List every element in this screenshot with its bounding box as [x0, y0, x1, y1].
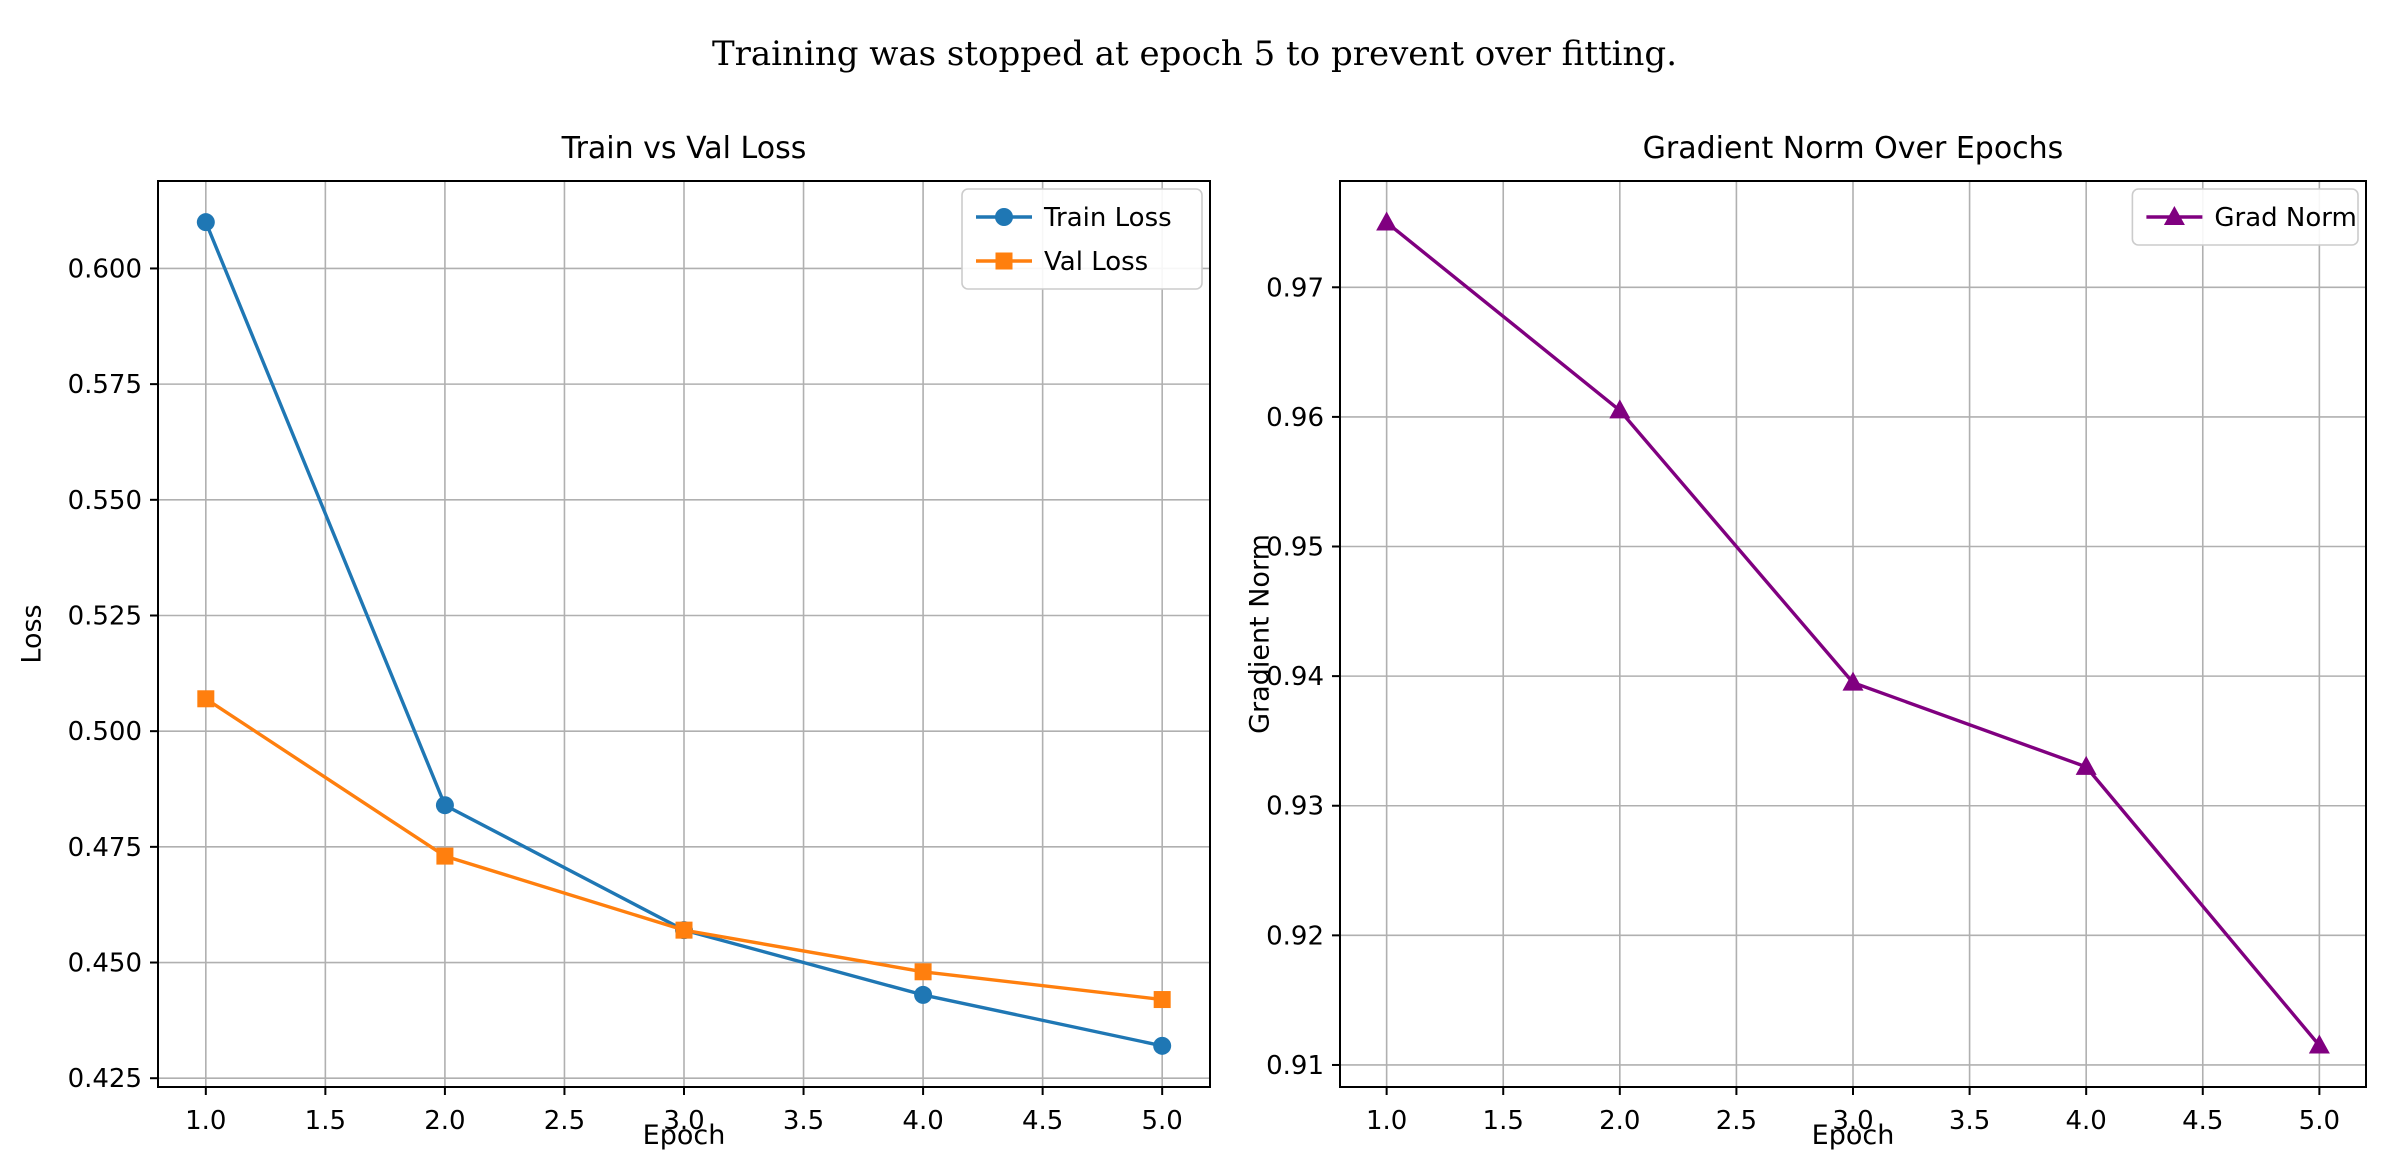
svg-text:Grad Norm: Grad Norm: [2214, 203, 2356, 233]
svg-text:5.0: 5.0: [1142, 1106, 1183, 1136]
chart-1-xaxis-label: Epoch: [1811, 1120, 1895, 1151]
chart-1-plot: 1.0 1.5 2.0 2.5 3.0 3.5 4.0 4.5 5.0 0.91 0.92 0.93 0…: [1266, 180, 2367, 1136]
chart-0-series-1: [197, 690, 1171, 1009]
svg-text:1.0: 1.0: [1366, 1106, 1407, 1136]
svg-text:Train Loss: Train Loss: [1043, 203, 1172, 233]
svg-text:3.5: 3.5: [1949, 1106, 1990, 1136]
marker-circle: [914, 985, 933, 1004]
chart-0-grid: [158, 181, 1210, 1087]
marker-triangle: [1842, 671, 1864, 691]
svg-text:Val Loss: Val Loss: [1044, 247, 1148, 277]
chart-0-title: Train vs Val Loss: [561, 131, 807, 166]
svg-text:0.97: 0.97: [1266, 273, 1324, 303]
svg-text:4.5: 4.5: [1022, 1106, 1063, 1136]
svg-text:3.0: 3.0: [663, 1106, 704, 1136]
svg-text:1.0: 1.0: [185, 1106, 226, 1136]
chart-0-ticks: 1.0 1.5 2.0 2.5 3.0 3.5 4.0 4.5 5.0 0.425 0.450 0.4…: [68, 254, 1183, 1136]
marker-circle: [995, 208, 1013, 226]
svg-text:4.0: 4.0: [2066, 1106, 2107, 1136]
svg-text:0.500: 0.500: [68, 717, 142, 747]
marker-triangle: [2075, 755, 2097, 775]
svg-text:4.0: 4.0: [902, 1106, 943, 1136]
svg-text:0.575: 0.575: [68, 370, 142, 400]
svg-text:0.450: 0.450: [68, 949, 142, 979]
svg-text:0.475: 0.475: [68, 833, 142, 863]
marker-square: [197, 690, 215, 708]
chart-1-series-0: [1376, 211, 2330, 1054]
svg-text:0.425: 0.425: [68, 1064, 142, 1094]
svg-text:0.600: 0.600: [68, 254, 142, 284]
chart-0-legend: Train Loss Val Loss: [961, 188, 1203, 290]
chart-1-grid: [1340, 181, 2366, 1087]
marker-circle: [196, 213, 215, 232]
marker-square: [1153, 991, 1171, 1009]
svg-text:1.5: 1.5: [1483, 1106, 1524, 1136]
chart-1-yaxis-label: Gradient Norm: [1244, 534, 1276, 734]
svg-text:0.91: 0.91: [1266, 1051, 1324, 1081]
svg-text:1.5: 1.5: [305, 1106, 346, 1136]
marker-square: [995, 252, 1013, 270]
svg-text:2.5: 2.5: [1716, 1106, 1757, 1136]
svg-text:0.94: 0.94: [1266, 662, 1324, 692]
marker-triangle: [1376, 211, 1398, 231]
marker-circle: [1153, 1036, 1172, 1055]
svg-text:0.525: 0.525: [68, 601, 142, 631]
figure-suptitle: Training was stopped at epoch 5 to preve…: [711, 34, 1677, 74]
svg-text:4.5: 4.5: [2182, 1106, 2223, 1136]
chart-0-plot: 1.0 1.5 2.0 2.5 3.0 3.5 4.0 4.5 5.0 0.425 0.450 0.4…: [68, 180, 1211, 1136]
svg-text:3.0: 3.0: [1832, 1106, 1873, 1136]
svg-text:2.0: 2.0: [1599, 1106, 1640, 1136]
svg-text:2.5: 2.5: [544, 1106, 585, 1136]
svg-text:0.93: 0.93: [1266, 792, 1324, 822]
marker-circle: [435, 796, 454, 815]
svg-text:0.95: 0.95: [1266, 533, 1324, 563]
marker-square: [675, 921, 693, 939]
marker-triangle: [2163, 206, 2185, 225]
chart-1-title: Gradient Norm Over Epochs: [1642, 131, 2064, 166]
svg-text:0.96: 0.96: [1266, 403, 1324, 433]
marker-triangle: [1609, 399, 1631, 419]
chart-1-legend: Grad Norm: [2131, 188, 2359, 246]
svg-text:5.0: 5.0: [2299, 1106, 2340, 1136]
chart-1-ticks: 1.0 1.5 2.0 2.5 3.0 3.5 4.0 4.5 5.0 0.91 0.92 0.93 0…: [1266, 273, 2340, 1136]
svg-text:0.550: 0.550: [68, 486, 142, 516]
marker-triangle: [2308, 1034, 2330, 1054]
svg-text:2.0: 2.0: [424, 1106, 465, 1136]
svg-text:0.92: 0.92: [1266, 921, 1324, 951]
marker-square: [914, 963, 932, 981]
chart-0-xaxis-label: Epoch: [642, 1120, 726, 1151]
marker-square: [436, 847, 454, 865]
svg-text:3.5: 3.5: [783, 1106, 824, 1136]
chart-0-yaxis-label: Loss: [16, 604, 48, 664]
